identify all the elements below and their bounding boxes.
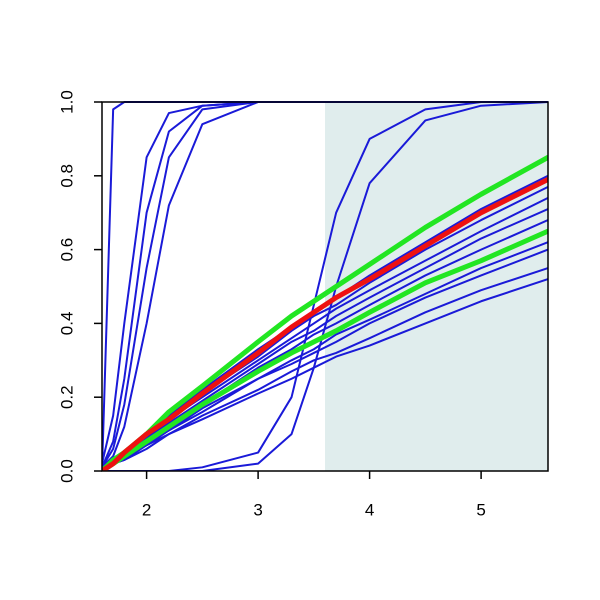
series-line bbox=[102, 228, 548, 471]
series-line bbox=[102, 101, 548, 471]
shaded-region bbox=[325, 102, 548, 471]
y-tick-label: 0.4 bbox=[57, 312, 76, 336]
y-tick-label: 0.0 bbox=[57, 459, 76, 483]
series-line bbox=[102, 278, 548, 471]
y-tick-label: 0.6 bbox=[57, 238, 76, 262]
y-tick-label: 1.0 bbox=[57, 90, 76, 114]
series-line bbox=[102, 101, 548, 471]
x-tick-label: 4 bbox=[365, 500, 374, 519]
x-tick-label: 2 bbox=[142, 500, 151, 519]
y-tick-label: 0.8 bbox=[57, 164, 76, 188]
y-tick-label: 0.2 bbox=[57, 385, 76, 409]
x-tick-label: 3 bbox=[253, 500, 262, 519]
x-tick-label: 5 bbox=[476, 500, 485, 519]
series-line bbox=[102, 176, 548, 471]
plot-frame bbox=[101, 101, 549, 472]
